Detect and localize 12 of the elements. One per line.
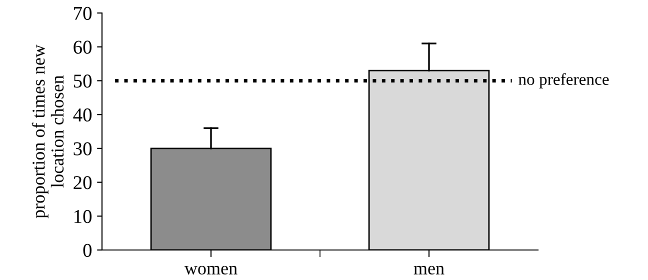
y-tick-label: 40 xyxy=(73,108,92,122)
y-tick-label: 70 xyxy=(74,6,92,20)
y-tick-label: 0 xyxy=(83,244,92,257)
y-tick-label: 30 xyxy=(74,142,92,156)
x-tick-label: men xyxy=(414,266,444,275)
x-tick-label: women xyxy=(184,266,238,275)
y-axis-title: proportion of times new location chosen xyxy=(32,44,64,218)
ref-line-label: no preference xyxy=(518,73,609,88)
y-tick-label: 50 xyxy=(74,74,92,88)
y-tick-label: 20 xyxy=(74,176,92,190)
y-tick-label: 60 xyxy=(74,40,92,54)
y-tick-label: 10 xyxy=(74,210,92,224)
